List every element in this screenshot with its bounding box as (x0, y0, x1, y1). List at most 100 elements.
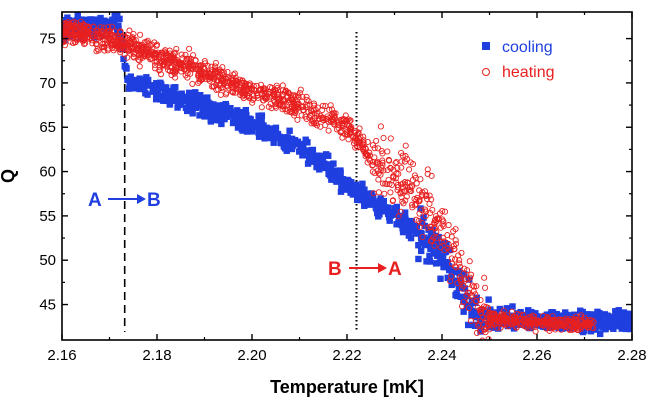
heating-point (445, 222, 452, 229)
heating-point (182, 61, 189, 68)
heating-point (429, 206, 436, 213)
cooling-point (337, 177, 345, 184)
cooling-point (198, 94, 205, 102)
cooling-point (376, 199, 383, 206)
arrow-head-icon (378, 263, 387, 273)
heating-point (409, 161, 417, 168)
heating-point (86, 34, 94, 41)
heating-point (473, 297, 480, 305)
heating-point (575, 323, 582, 330)
heating-point (130, 30, 137, 38)
heating-point (347, 117, 354, 124)
heating-point (452, 256, 459, 263)
cooling-point (302, 136, 309, 143)
heating-point (377, 123, 384, 130)
heating-point (311, 102, 318, 109)
cooling-point (144, 76, 152, 84)
cooling-point (468, 308, 475, 315)
axis-ticks (61, 12, 633, 340)
heating-point (208, 72, 216, 79)
cooling-point (191, 102, 198, 110)
heating-point (482, 317, 489, 324)
heating-point (229, 84, 236, 91)
cooling-point (218, 120, 225, 128)
cooling-point (309, 154, 316, 162)
heating-point (339, 134, 346, 141)
heating-point (222, 75, 229, 82)
heating-point (147, 42, 154, 49)
cooling-point (597, 315, 605, 322)
cooling-point (167, 89, 175, 96)
cooling-point (141, 84, 148, 92)
heating-point (271, 87, 279, 94)
cooling-point (344, 181, 351, 189)
heating-point (428, 196, 435, 203)
heating-point (398, 164, 405, 171)
heating-point (452, 226, 459, 233)
heating-point (423, 193, 430, 200)
heating-point (331, 121, 338, 128)
cooling-point (440, 259, 448, 266)
y-tick-label: 60 (39, 164, 56, 181)
cooling-point (440, 263, 447, 271)
heating-point (364, 159, 371, 166)
cooling-point (337, 169, 344, 176)
heating-point (294, 116, 301, 123)
cooling-point (534, 313, 541, 320)
cooling-point (219, 105, 226, 113)
heating-point (219, 69, 226, 76)
heating-point (126, 27, 133, 34)
cooling-point (300, 152, 307, 159)
heating-point (187, 70, 194, 77)
heating-point (189, 66, 197, 73)
heating-point (379, 162, 386, 169)
heating-point (123, 44, 130, 52)
heating-point (242, 83, 249, 90)
heating-point (461, 265, 468, 272)
heating-point (473, 329, 481, 336)
heating-point (184, 70, 191, 77)
heating-point (304, 102, 311, 109)
cooling-point (589, 311, 596, 318)
heating-point (379, 159, 386, 166)
cooling-point (149, 87, 157, 95)
heating-point (419, 233, 426, 240)
cooling-point (288, 138, 295, 146)
cooling-point (194, 102, 201, 109)
cooling-point (434, 249, 442, 257)
heating-point (307, 111, 314, 118)
heating-point (319, 102, 326, 109)
heating-point (350, 133, 357, 141)
cooling-point (349, 186, 356, 193)
heating-point (481, 274, 488, 281)
heating-point (469, 292, 476, 299)
cooling-point (270, 139, 277, 146)
heating-point (232, 89, 239, 96)
heating-point (426, 192, 433, 199)
cooling-point (615, 313, 622, 320)
heating-point (164, 51, 171, 58)
cooling-point (109, 16, 116, 23)
cooling-point (134, 77, 141, 85)
cooling-point (316, 166, 323, 173)
heating-point (379, 180, 387, 187)
heating-point (268, 105, 275, 112)
heating-point (308, 108, 315, 115)
heating-point (507, 320, 514, 328)
heating-point (100, 24, 107, 31)
heating-point (313, 122, 321, 129)
heating-point (479, 337, 486, 340)
cooling-point (319, 157, 327, 164)
heating-point (322, 122, 329, 129)
cooling-point (457, 277, 465, 284)
cooling-point (115, 29, 123, 36)
heating-point (523, 316, 530, 323)
cooling-point (286, 127, 293, 134)
cooling-point (383, 206, 390, 213)
cooling-point (415, 255, 422, 263)
cooling-point (295, 148, 303, 155)
heating-point (590, 319, 597, 326)
heating-point (431, 242, 438, 249)
heating-point (380, 134, 387, 142)
cooling-point (129, 85, 137, 92)
